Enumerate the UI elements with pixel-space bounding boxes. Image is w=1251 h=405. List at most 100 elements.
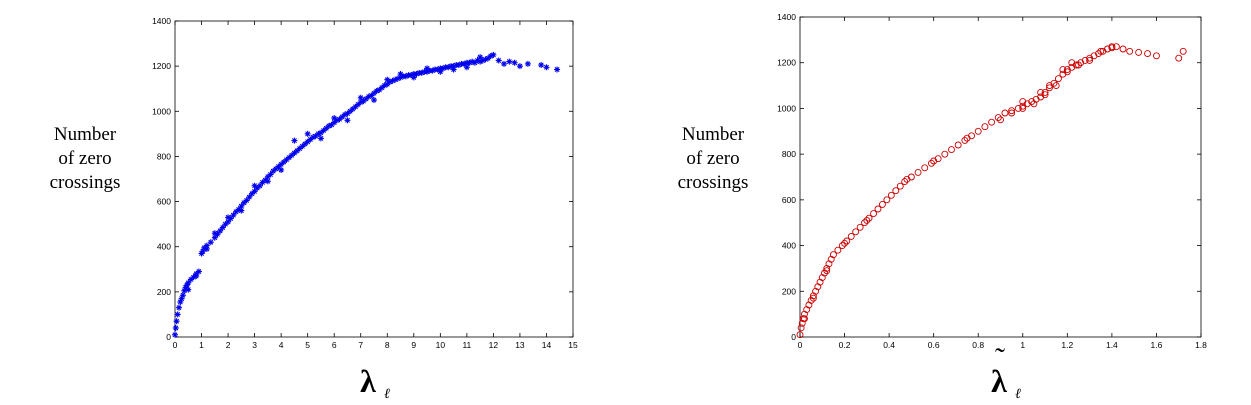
chart1-point — [543, 64, 550, 71]
chart2-point — [1019, 98, 1027, 106]
chart1-point — [207, 239, 214, 246]
chart1-xtick-label: 15 — [568, 340, 578, 350]
chart2-point — [841, 239, 849, 247]
chart2-point — [878, 200, 886, 208]
chart1-ytick-label: 0 — [166, 332, 171, 342]
chart1-xtick-label: 7 — [358, 340, 363, 350]
chart2-point — [1108, 43, 1116, 51]
chart1-point — [437, 68, 444, 75]
chart2-point — [930, 157, 938, 165]
chart1-xtick-label: 6 — [332, 340, 337, 350]
chart1-xtick-label: 10 — [436, 340, 446, 350]
chart2-xtick-label: 1.2 — [1061, 340, 1073, 350]
chart2-point — [1075, 61, 1082, 69]
chart2-point — [963, 134, 971, 142]
chart2-point — [1068, 59, 1076, 67]
chart2-point — [941, 150, 949, 158]
chart1-point — [501, 60, 508, 67]
chart2-frame — [799, 16, 1202, 338]
chart1-point — [251, 182, 258, 189]
chart1-point — [264, 178, 271, 185]
chart1-frame — [174, 20, 574, 338]
chart2-point — [852, 228, 860, 236]
chart2-point — [1135, 48, 1143, 56]
chart2-point — [801, 315, 808, 323]
chart1-xtick-label: 3 — [252, 340, 257, 350]
chart2-point — [901, 178, 909, 186]
chart1-ytick-label: 400 — [157, 242, 171, 252]
chart2-ylabel-line3: crossings — [677, 172, 749, 193]
chart1-point — [173, 318, 180, 325]
chart1-xtick-label: 2 — [226, 340, 231, 350]
chart2-point — [1001, 109, 1009, 117]
chart2-point — [1008, 109, 1016, 117]
chart1-xtick-label: 0 — [173, 340, 178, 350]
chart1-point — [554, 66, 561, 73]
chart2-point — [1041, 88, 1049, 96]
chart2-points — [796, 43, 1187, 339]
chart2-point — [1144, 50, 1151, 58]
chart2-point — [865, 214, 873, 222]
chart2-xtick-label: 0.8 — [972, 340, 984, 350]
chart2-point — [997, 116, 1004, 124]
chart2-point — [1112, 43, 1120, 51]
chart1-point — [179, 292, 186, 299]
chart1-point — [211, 230, 218, 237]
chart1-point — [384, 76, 391, 83]
chart2-point — [861, 219, 869, 227]
chart2-point — [863, 216, 871, 224]
chart2-point — [1086, 56, 1094, 64]
chart1-point — [371, 97, 377, 103]
chart1-ytick-label: 800 — [157, 151, 171, 161]
chart2-ytick-label: 800 — [782, 149, 796, 159]
chart2-point — [1037, 88, 1045, 96]
chart2-point — [1179, 47, 1187, 55]
chart2-xtick-label: 1.4 — [1106, 340, 1118, 350]
chart1-xlabel-subscript: ℓ — [384, 387, 390, 402]
chart2-point — [961, 136, 969, 144]
chart2-ylabel: Number of zero crossings — [663, 123, 763, 195]
chart1-xtick-label: 12 — [489, 340, 499, 350]
chart1-point — [450, 66, 457, 73]
chart2-point — [927, 159, 935, 167]
chart2-point — [974, 127, 982, 135]
chart2-point — [948, 146, 955, 154]
chart2-xtick-label: 0.4 — [883, 340, 895, 350]
chart1-point — [172, 331, 178, 338]
chart2-point — [1059, 66, 1067, 74]
chart2-point — [1030, 100, 1038, 108]
chart1-point — [490, 51, 497, 58]
chart2-point — [903, 175, 911, 183]
chart1-ytick-label: 1000 — [152, 106, 171, 116]
chart2-xtick-label: 1.8 — [1195, 340, 1207, 350]
chart1-point — [193, 273, 200, 280]
chart1-point — [317, 135, 324, 142]
chart2-point — [856, 223, 864, 231]
chart1-ylabel: Number of zero crossings — [40, 123, 130, 195]
chart1-ylabel-line3: crossings — [49, 172, 121, 193]
chart2-point — [896, 182, 904, 190]
chart1-point — [506, 58, 513, 65]
chart1-point — [344, 117, 351, 124]
chart2-xtick-label: 1 — [1020, 340, 1025, 350]
chart1-point — [291, 137, 298, 144]
chart2-ytick-label: 400 — [782, 241, 796, 251]
chart2-xtick-label: 0.2 — [839, 340, 851, 350]
chart2-point — [1019, 104, 1027, 112]
chart1-axes: 0 1 2 3 4 5 6 7 8 9 10 11 12 13 14 15020040060080010001… — [152, 16, 578, 350]
chart2-point — [870, 210, 877, 218]
chart2-point — [834, 246, 842, 254]
chart2-ylabel-line1: Number — [681, 124, 745, 145]
chart2-point — [847, 232, 855, 240]
chart2-point — [829, 251, 837, 259]
chart1-xtick-label: 5 — [305, 340, 310, 350]
chart2-point — [823, 267, 831, 275]
chart1-point — [225, 214, 232, 221]
chart1-xtick-label: 1 — [199, 340, 204, 350]
chart1-point — [174, 311, 181, 318]
chart1-point — [339, 113, 346, 120]
chart2-point — [954, 141, 962, 149]
chart1-point — [397, 71, 404, 78]
chart2-ytick-label: 0 — [791, 332, 796, 342]
